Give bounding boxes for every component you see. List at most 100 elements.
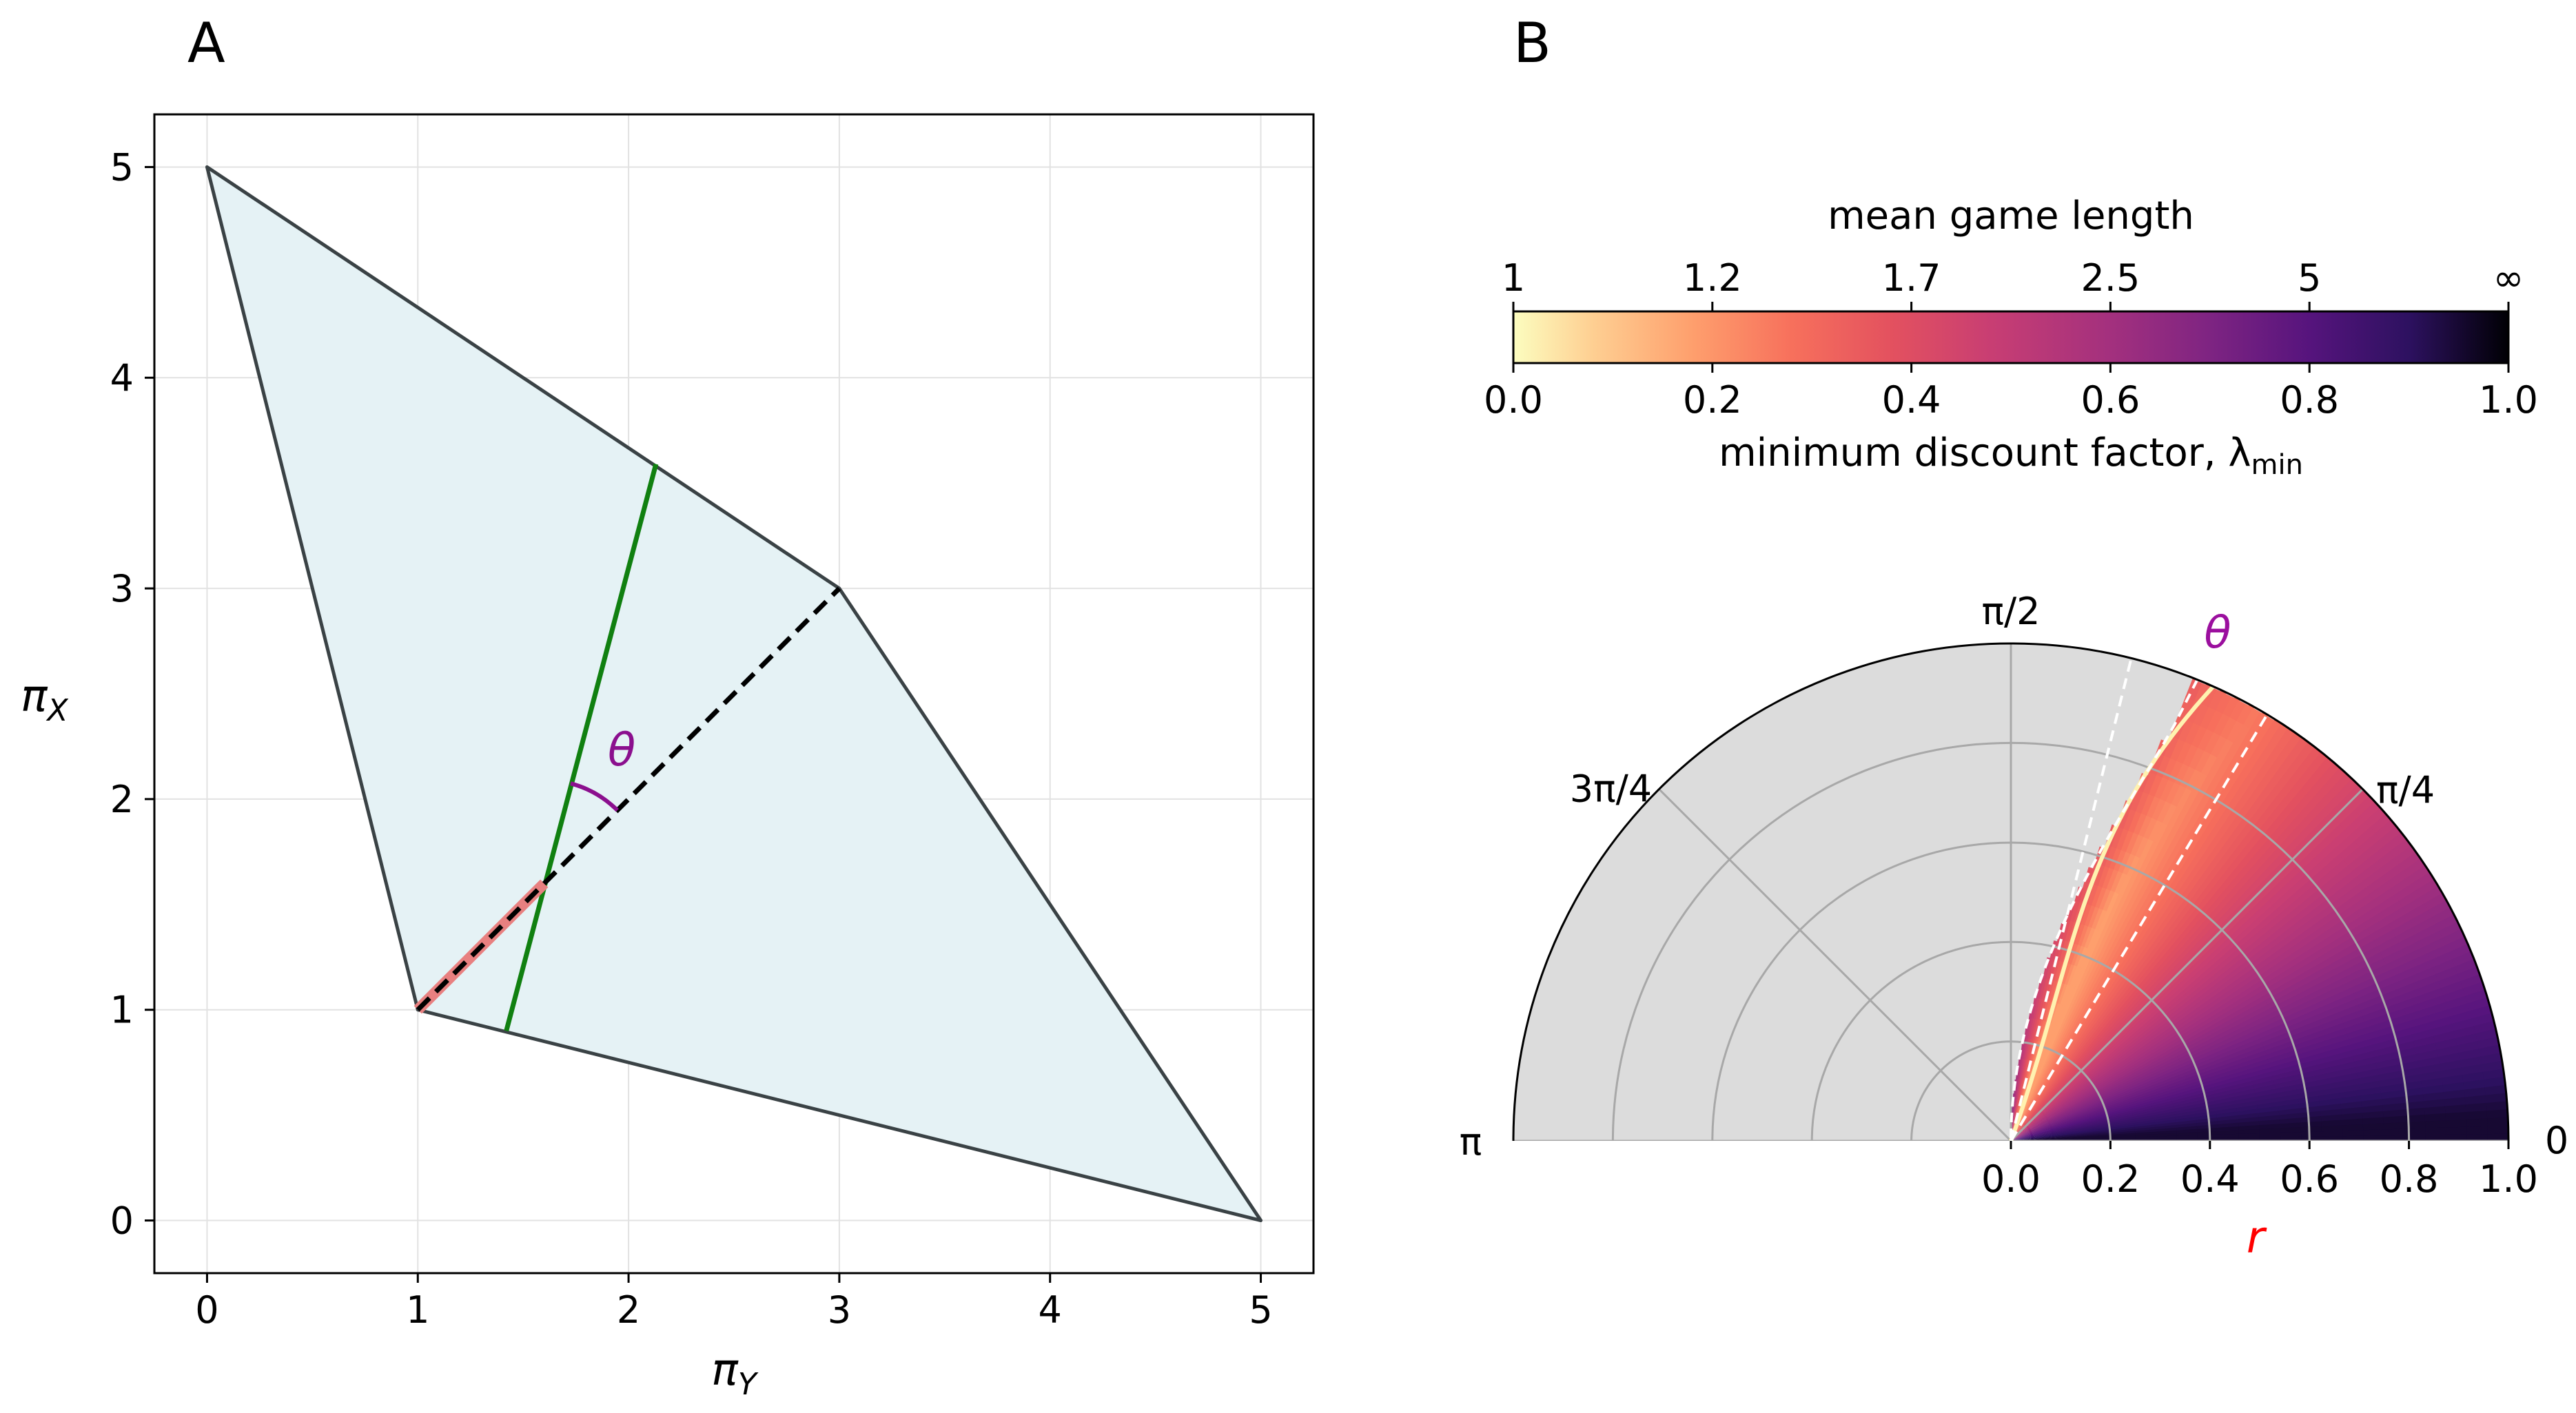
heat-cell xyxy=(2121,874,2137,898)
heat-cell xyxy=(2160,801,2178,825)
heat-cell xyxy=(2327,857,2350,879)
heat-cell xyxy=(2154,1118,2178,1125)
heat-cell xyxy=(2097,1035,2116,1053)
heat-cell xyxy=(2466,1132,2490,1141)
polar-theta-tick-label: π xyxy=(1460,1120,1482,1164)
heat-cell xyxy=(2211,1080,2234,1091)
heat-cell xyxy=(2446,1124,2469,1135)
heat-cell xyxy=(2047,1110,2068,1122)
heat-cell xyxy=(2207,940,2228,960)
heat-cell xyxy=(2146,1081,2169,1093)
heat-cell xyxy=(2147,1033,2168,1049)
heat-cell xyxy=(2362,909,2386,929)
polar-theta-tick-label: π/2 xyxy=(1981,590,2040,633)
heat-cell xyxy=(2253,1083,2278,1093)
heat-cell xyxy=(2058,1053,2073,1074)
heat-cell xyxy=(2250,1007,2273,1022)
heat-cell xyxy=(2070,987,2083,1010)
heat-cell xyxy=(2038,1092,2054,1111)
heat-cell xyxy=(2278,807,2300,830)
heat-cell xyxy=(2047,957,2051,959)
heat-cell xyxy=(2153,1108,2176,1115)
heat-cell xyxy=(2254,1015,2278,1031)
heat-cell xyxy=(2333,991,2358,1007)
heat-cell xyxy=(2227,818,2248,842)
heat-cell xyxy=(2071,1038,2087,1058)
heat-cell xyxy=(2164,780,2181,804)
heat-cell xyxy=(2074,966,2087,989)
heat-cell xyxy=(2105,936,2120,958)
heat-cell xyxy=(2091,1001,2107,1022)
heat-cell xyxy=(2342,959,2367,977)
panel-a-ylabel: πX xyxy=(21,671,69,728)
y-tick-label: 3 xyxy=(110,567,134,610)
heat-cell xyxy=(2105,985,2121,1007)
heat-cell xyxy=(2283,812,2306,835)
heat-cell xyxy=(2191,895,2210,917)
heat-cell xyxy=(2158,922,2177,945)
heat-cell xyxy=(2398,986,2423,1002)
heat-cell xyxy=(2046,1071,2061,1091)
heat-cell xyxy=(2063,1059,2080,1078)
heat-cell xyxy=(2224,1052,2247,1065)
heat-cell xyxy=(2328,827,2351,849)
heat-cell xyxy=(2151,1102,2176,1111)
heat-cell xyxy=(2016,1077,2022,1100)
heat-cell xyxy=(2086,882,2099,906)
heat-cell xyxy=(2280,781,2302,805)
heat-cell xyxy=(2160,1060,2183,1073)
heat-cell xyxy=(2270,920,2293,940)
heat-cell xyxy=(2186,948,2207,969)
heat-cell xyxy=(2246,755,2267,780)
heat-cell xyxy=(2313,811,2335,834)
heat-cell xyxy=(2029,1016,2036,1040)
heat-cell xyxy=(2222,997,2245,1014)
heat-cell xyxy=(2302,801,2325,824)
heat-cell xyxy=(2075,1042,2092,1061)
heat-cell xyxy=(2232,822,2253,846)
heat-cell xyxy=(2103,1084,2125,1097)
heat-cell xyxy=(2337,1076,2361,1088)
heat-cell xyxy=(2210,1077,2233,1088)
heat-cell xyxy=(2114,941,2130,964)
heat-cell xyxy=(2037,1091,2053,1110)
heat-cell xyxy=(2181,914,2200,936)
heat-cell xyxy=(2376,1062,2401,1075)
heat-cell xyxy=(2084,971,2098,994)
heat-cell xyxy=(2154,1110,2177,1118)
heat-cell xyxy=(2276,1093,2300,1102)
heat-cell xyxy=(2027,1059,2036,1082)
heat-cell xyxy=(2055,1027,2067,1049)
heat-cell xyxy=(2064,918,2075,942)
heat-cell xyxy=(2063,962,2075,985)
heat-cell xyxy=(2190,843,2209,866)
heat-cell xyxy=(2056,1084,2075,1100)
heat-cell xyxy=(2163,900,2182,922)
heat-cell xyxy=(2056,1004,2068,1027)
heat-cell xyxy=(2124,923,2140,946)
heat-cell xyxy=(2331,863,2354,884)
heat-cell xyxy=(2384,1133,2407,1141)
heat-cell xyxy=(2047,1108,2067,1121)
heat-cell xyxy=(2451,949,2475,967)
heat-cell xyxy=(2098,1073,2120,1088)
heat-cell xyxy=(2081,1020,2097,1040)
heat-cell xyxy=(2286,786,2309,810)
heat-cell xyxy=(2331,985,2355,1002)
heat-cell xyxy=(2215,736,2235,761)
heat-cell xyxy=(2168,1082,2192,1093)
panel-a-axes-frame xyxy=(153,113,1315,1275)
heat-cell xyxy=(2353,1055,2378,1068)
y-tick-label: 0 xyxy=(110,1199,134,1243)
heat-cell xyxy=(2289,816,2311,839)
heat-cell xyxy=(2034,1062,2044,1084)
heat-cell xyxy=(2216,835,2236,858)
heat-cell xyxy=(2295,958,2318,976)
heat-cell xyxy=(2134,929,2151,952)
heat-cell xyxy=(2247,1057,2271,1069)
heat-cell xyxy=(2171,807,2189,831)
heat-cell xyxy=(2091,976,2106,998)
heat-cell xyxy=(2174,1113,2198,1120)
heat-cell xyxy=(2208,1015,2231,1031)
heat-cell xyxy=(2366,1019,2391,1033)
